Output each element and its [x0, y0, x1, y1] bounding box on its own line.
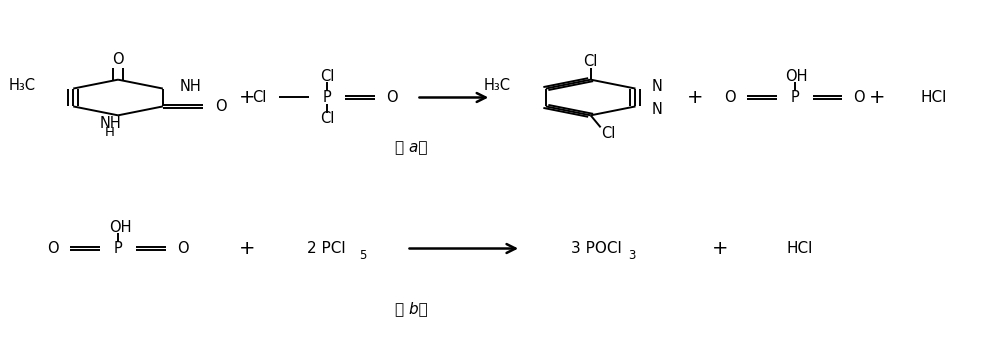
Text: NH: NH — [99, 116, 121, 131]
Text: H₃C: H₃C — [484, 78, 511, 93]
Text: 3: 3 — [628, 249, 636, 262]
Text: 式 b。: 式 b。 — [395, 301, 428, 316]
Text: N: N — [652, 102, 663, 117]
Text: H₃C: H₃C — [8, 78, 35, 93]
Text: N: N — [652, 79, 663, 94]
Text: NH: NH — [180, 79, 202, 94]
Text: 式 a。: 式 a。 — [395, 140, 428, 155]
Text: Cl: Cl — [601, 126, 616, 141]
Text: +: + — [239, 239, 256, 258]
Text: +: + — [869, 88, 885, 107]
Text: +: + — [239, 88, 256, 107]
Text: 2 PCl: 2 PCl — [307, 241, 346, 256]
Text: 5: 5 — [359, 249, 366, 262]
Text: HCl: HCl — [921, 90, 947, 105]
Text: Cl: Cl — [320, 111, 334, 126]
Text: P: P — [114, 241, 122, 256]
Text: 3 POCl: 3 POCl — [571, 241, 622, 256]
Text: OH: OH — [785, 69, 808, 84]
Text: P: P — [790, 90, 799, 105]
Text: +: + — [687, 88, 703, 107]
Text: +: + — [712, 239, 728, 258]
Text: OH: OH — [109, 220, 131, 235]
Text: O: O — [215, 99, 226, 114]
Text: Cl: Cl — [320, 69, 334, 84]
Text: Cl: Cl — [583, 54, 598, 69]
Text: O: O — [386, 90, 397, 105]
Text: O: O — [112, 52, 124, 66]
Text: O: O — [48, 241, 59, 256]
Text: Cl: Cl — [252, 90, 267, 105]
Text: HCl: HCl — [786, 241, 813, 256]
Text: O: O — [724, 90, 736, 105]
Text: P: P — [323, 90, 331, 105]
Text: O: O — [853, 90, 865, 105]
Text: H: H — [105, 126, 115, 139]
Text: O: O — [177, 241, 189, 256]
